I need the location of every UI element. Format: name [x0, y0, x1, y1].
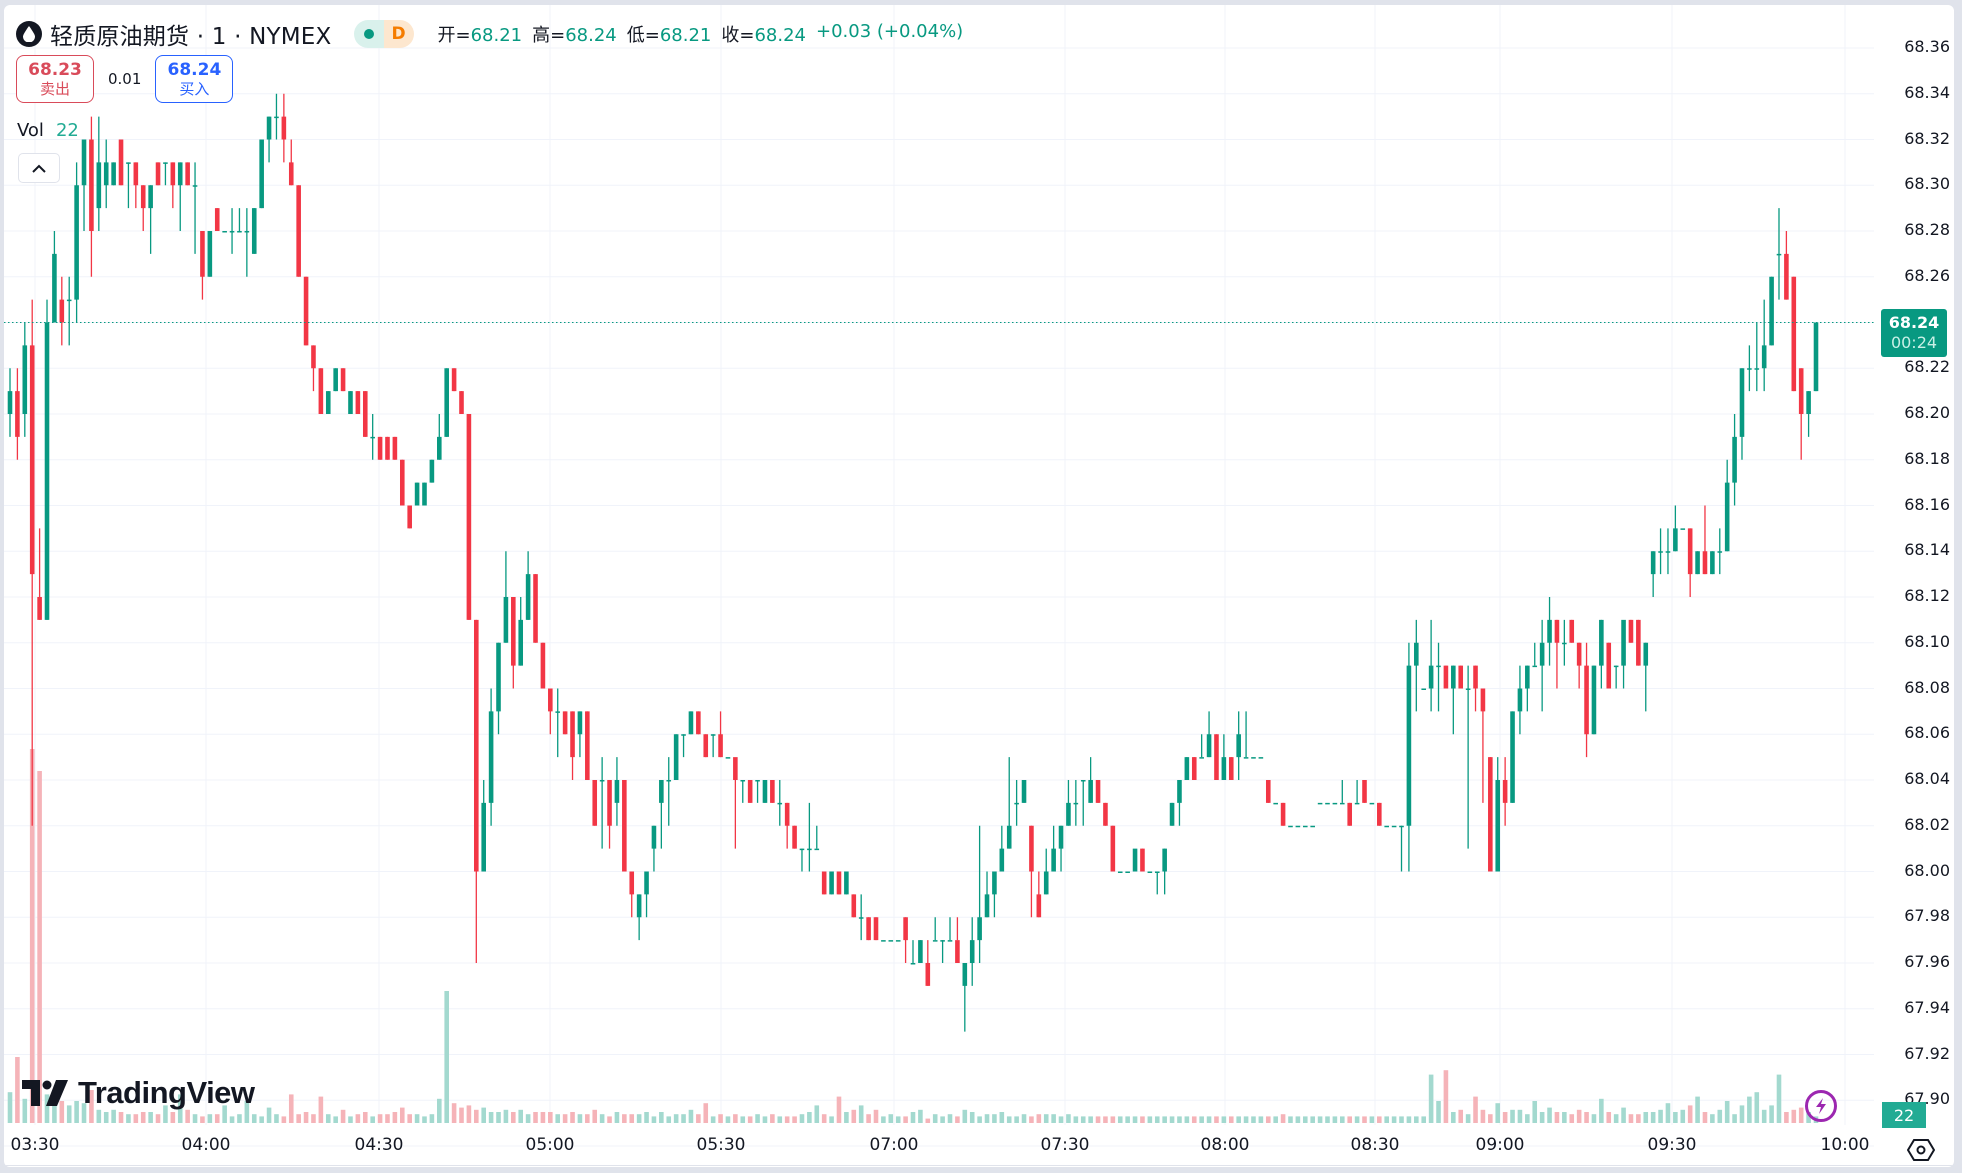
- high-label: 高=: [532, 25, 566, 46]
- quick-action-button[interactable]: [1805, 1090, 1837, 1122]
- time-tick-label: 09:00: [1475, 1135, 1525, 1155]
- tradingview-logo-icon: [22, 1080, 68, 1106]
- buy-label: 买入: [179, 79, 210, 98]
- price-tick-label: 68.34: [1904, 82, 1950, 102]
- volume-axis-badge: 22: [1882, 1102, 1926, 1128]
- price-tick-label: 68.04: [1904, 769, 1950, 788]
- lightning-icon: [1816, 1098, 1826, 1114]
- low-value: 68.21: [659, 25, 712, 46]
- time-tick-label: 08:30: [1350, 1135, 1400, 1155]
- low-label: 低=: [626, 25, 660, 46]
- price-tick-label: 68.28: [1904, 220, 1950, 239]
- time-tick-label: 05:00: [525, 1135, 575, 1155]
- ohlc-values: 开=68.21 高=68.24 低=68.21 收=68.24 +0.03 (+…: [438, 21, 964, 47]
- market-status-pill[interactable]: D: [353, 20, 414, 48]
- time-tick-label: 10:00: [1820, 1135, 1870, 1155]
- price-tick-label: 68.06: [1904, 723, 1950, 743]
- close-label: 收=: [721, 25, 755, 46]
- open-label: 开=: [437, 25, 471, 46]
- price-tick-label: 68.14: [1904, 540, 1950, 560]
- price-tick-label: 68.20: [1904, 403, 1950, 422]
- price-tick-label: 68.12: [1904, 586, 1950, 605]
- volume-legend[interactable]: Vol 22: [17, 120, 79, 141]
- settings-button[interactable]: [1906, 1138, 1936, 1162]
- price-tick-label: 67.98: [1904, 906, 1950, 926]
- price-tick-label: 68.10: [1904, 631, 1950, 651]
- sell-button[interactable]: 68.23 卖出: [16, 55, 94, 103]
- price-tick-label: 67.94: [1904, 997, 1950, 1017]
- high-value: 68.24: [565, 25, 617, 46]
- chart-frame: 轻质原油期货 · 1 · NYMEX D 开=68.21 高=68.24 低=6…: [4, 5, 1954, 1167]
- time-tick-label: 04:00: [181, 1135, 231, 1155]
- collapse-legend-button[interactable]: [18, 153, 60, 183]
- open-value: 68.21: [470, 25, 523, 46]
- time-tick-label: 07:30: [1040, 1135, 1090, 1155]
- price-tick-label: 68.30: [1904, 174, 1950, 194]
- price-tick-label: 68.36: [1904, 37, 1950, 56]
- sell-price: 68.23: [28, 59, 82, 80]
- price-tick-label: 68.00: [1904, 860, 1950, 880]
- buy-price: 68.24: [167, 59, 222, 80]
- tradingview-logo[interactable]: TradingView: [22, 1075, 255, 1111]
- price-tick-label: 67.96: [1904, 952, 1950, 971]
- sell-label: 卖出: [39, 79, 70, 98]
- oil-drop-icon: [16, 21, 42, 47]
- spread-value: 0.01: [108, 70, 142, 88]
- price-tick-label: 68.26: [1904, 265, 1950, 285]
- time-tick-label: 04:30: [354, 1135, 404, 1155]
- axis-divider: [4, 1165, 1954, 1166]
- time-tick-label: 08:00: [1200, 1135, 1250, 1155]
- price-tick-label: 67.92: [1904, 1043, 1950, 1063]
- last-price-label: 68.24 00:24: [1881, 309, 1947, 357]
- price-tick-label: 68.18: [1904, 448, 1950, 468]
- buy-button[interactable]: 68.24 买入: [155, 55, 234, 103]
- time-tick-label: 09:30: [1647, 1135, 1697, 1155]
- price-tick-label: 68.08: [1904, 677, 1950, 697]
- symbol-legend: 轻质原油期货 · 1 · NYMEX D 开=68.21 高=68.24 低=6…: [16, 15, 963, 53]
- time-tick-label: 07:00: [869, 1135, 919, 1155]
- tradingview-logo-text: TradingView: [78, 1075, 255, 1110]
- chevron-up-icon: [32, 164, 46, 173]
- volume-label: Vol: [17, 120, 44, 141]
- time-tick-label: 05:30: [696, 1135, 746, 1155]
- price-tick-label: 68.22: [1904, 357, 1950, 377]
- delayed-badge: D: [383, 20, 414, 48]
- last-price-value: 68.24: [1888, 313, 1940, 332]
- bar-countdown: 00:24: [1890, 333, 1938, 352]
- change-value: +0.03 (+0.04%): [816, 21, 964, 42]
- close-value: 68.24: [754, 25, 806, 46]
- market-open-dot-icon: [363, 29, 374, 39]
- price-tick-label: 68.02: [1904, 814, 1950, 834]
- price-tick-label: 68.16: [1904, 494, 1950, 514]
- trade-buttons: 68.23 卖出 0.01 68.24 买入: [16, 55, 234, 103]
- time-tick-label: 03:30: [10, 1135, 60, 1155]
- settings-hexagon-icon: [1906, 1139, 1936, 1161]
- candlestick-chart[interactable]: [4, 5, 1954, 1167]
- symbol-title[interactable]: 轻质原油期货 · 1 · NYMEX: [50, 24, 332, 50]
- volume-value: 22: [55, 120, 79, 141]
- price-tick-label: 68.32: [1904, 128, 1950, 148]
